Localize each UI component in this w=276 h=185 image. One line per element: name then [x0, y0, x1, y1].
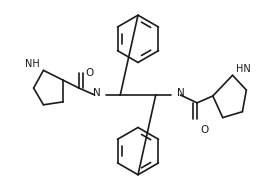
Text: HN: HN: [237, 64, 251, 74]
Text: O: O: [200, 125, 208, 134]
Text: N: N: [177, 88, 185, 98]
Text: NH: NH: [25, 59, 39, 69]
Text: N: N: [93, 88, 100, 98]
Text: O: O: [86, 68, 94, 78]
